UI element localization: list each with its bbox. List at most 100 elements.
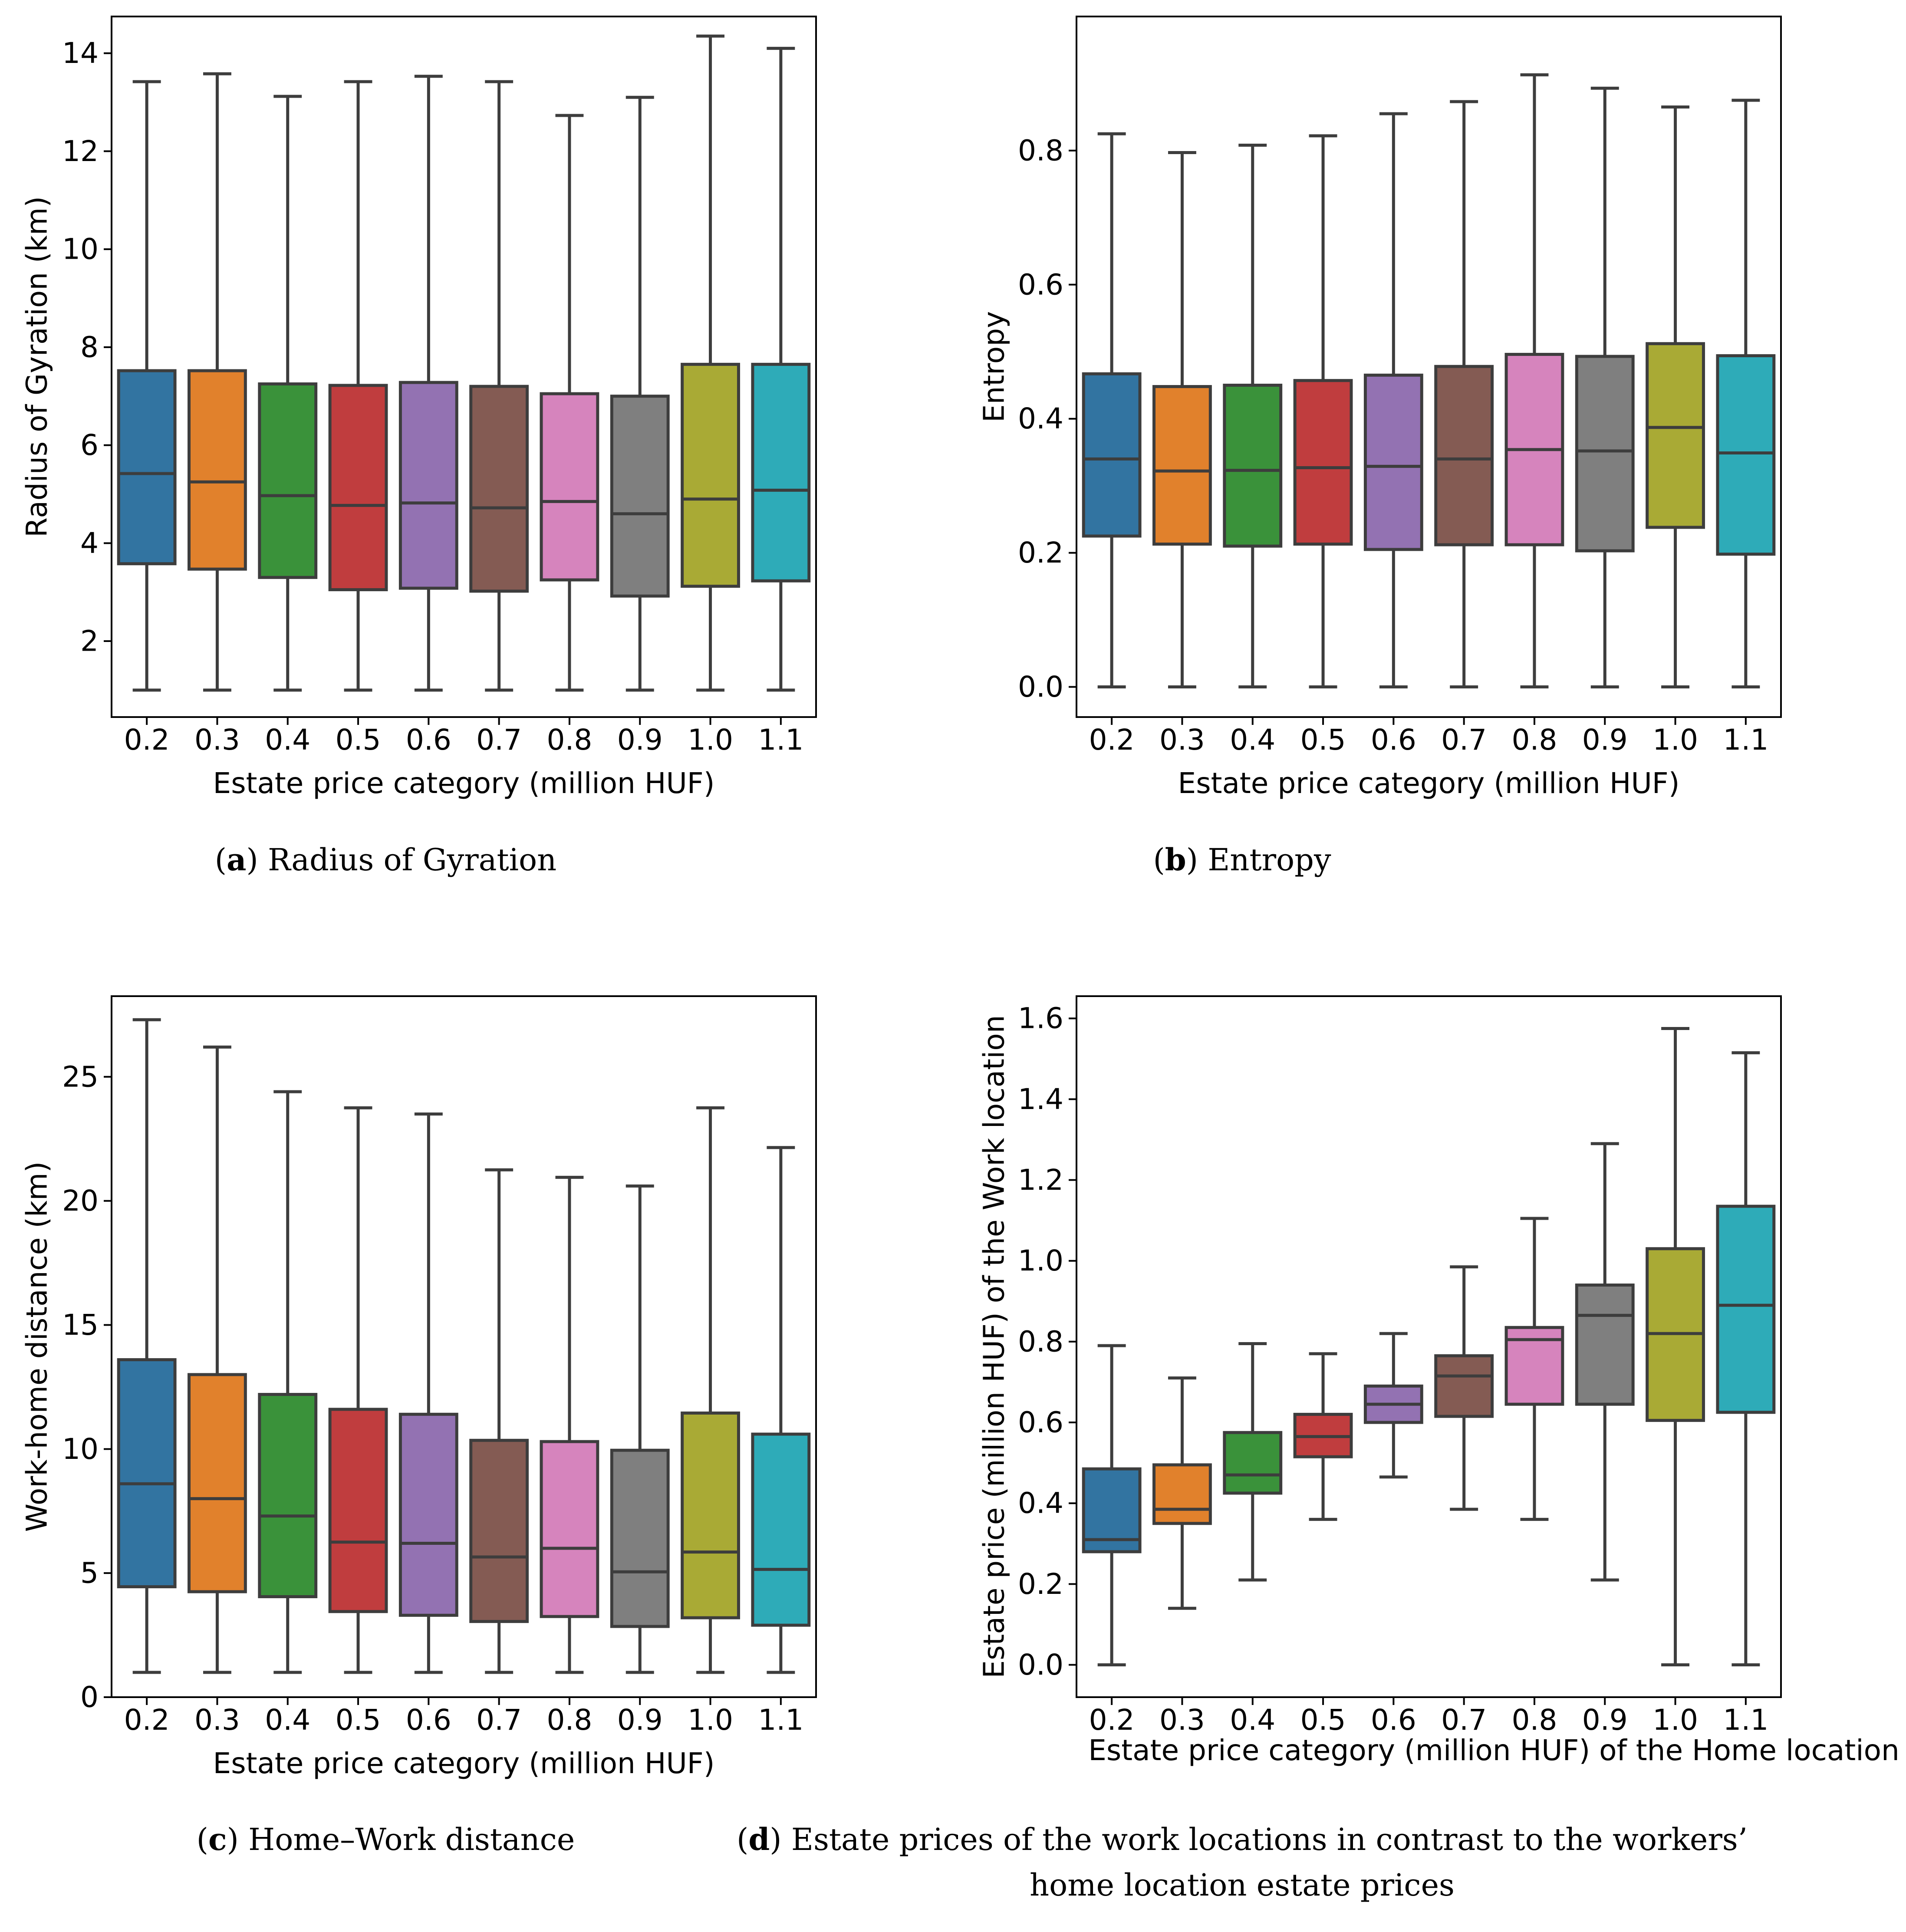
caption-text: Entropy (1208, 842, 1331, 878)
box-d-0.9 (1575, 1142, 1635, 1582)
box-c-0.7 (469, 1168, 529, 1674)
y-tick-label: 1.2 (1018, 1163, 1063, 1197)
y-tick-label: 1.0 (1018, 1244, 1063, 1277)
y-tick-label: 0.6 (1018, 1406, 1063, 1439)
caption-open-paren: ( (1153, 842, 1165, 878)
box-a-0.7 (469, 80, 529, 692)
x-tick-label: 0.7 (1441, 723, 1487, 757)
panel-c-home-work-distance: 0 5 10 15 20 25 0.2 0.3 0.4 0.5 0.6 0.7 0.8 0.9 1.0 1.1… (20, 995, 817, 1857)
box-c-0.9 (610, 1184, 670, 1674)
x-tick-label: 0.2 (124, 723, 170, 757)
box-b-0.6 (1363, 112, 1423, 688)
x-tick-label: 0.8 (546, 723, 592, 757)
box-body (469, 385, 529, 593)
box-b-0.3 (1152, 151, 1212, 688)
box-a-1.1 (751, 46, 811, 692)
box-body (540, 1440, 599, 1618)
box-body (117, 369, 177, 566)
box-body (188, 369, 247, 571)
caption-letter: d (748, 1821, 770, 1857)
box-body (1082, 372, 1142, 538)
axes-frame-b (1076, 16, 1782, 718)
box-body (610, 1448, 670, 1628)
box-b-0.8 (1504, 73, 1564, 688)
box-body (469, 1438, 529, 1623)
x-tick-label: 1.1 (1723, 1703, 1768, 1737)
y-tick-label: 0.0 (1018, 1648, 1063, 1682)
y-tick-label: 10 (62, 233, 99, 266)
box-body (751, 1432, 811, 1627)
x-tick-label: 0.7 (1441, 1703, 1487, 1737)
x-tick-label: 0.5 (1300, 723, 1346, 757)
box-b-1.0 (1646, 105, 1705, 688)
box-body (681, 362, 740, 588)
x-tick-label: 1.1 (758, 1703, 803, 1737)
x-tick-label: 1.0 (688, 1703, 733, 1737)
x-tick-label: 0.5 (336, 723, 381, 757)
panel-b-entropy: 0.0 0.2 0.4 0.6 0.8 0.2 0.3 0.4 0.5 0.6 0.7 0.8 0.9 1… (978, 16, 1782, 878)
box-b-0.2 (1082, 132, 1142, 688)
x-tick-label: 0.9 (1582, 723, 1628, 757)
x-tick-label: 0.6 (1371, 723, 1416, 757)
x-tick-label: 0.8 (546, 1703, 592, 1737)
box-c-0.5 (328, 1106, 388, 1674)
axes-frame-c (111, 995, 817, 1698)
caption-letter: b (1165, 842, 1186, 878)
box-d-0.5 (1293, 1352, 1353, 1521)
y-tick-label: 4 (80, 527, 99, 560)
caption-close-paren: ) (246, 842, 268, 878)
x-tick-label: 1.0 (1653, 723, 1698, 757)
box-c-0.2 (117, 1018, 177, 1674)
box-c-0.6 (398, 1112, 458, 1674)
x-tick-label: 0.8 (1511, 723, 1557, 757)
box-d-0.4 (1223, 1342, 1283, 1582)
caption-open-paren: ( (215, 842, 227, 878)
box-body (1575, 1284, 1635, 1406)
caption-letter: c (208, 1821, 227, 1857)
y-axis-label: Estate price (million HUF) of the Work l… (978, 1015, 1011, 1678)
caption-open-paren: ( (197, 1822, 208, 1857)
axes-frame-a (111, 16, 817, 718)
y-tick-label: 0 (80, 1681, 99, 1714)
y-tick-label: 0.8 (1018, 1325, 1063, 1358)
x-tick-label: 0.7 (476, 723, 522, 757)
y-axis-label: Work-home distance (km) (20, 1162, 54, 1532)
box-body (1082, 1467, 1142, 1553)
box-body (1223, 1431, 1283, 1495)
y-tick-label: 25 (62, 1060, 99, 1093)
x-tick-label: 0.4 (1230, 1703, 1275, 1737)
y-tick-label: 2 (80, 625, 99, 658)
y-tick-label: 12 (62, 135, 99, 168)
box-a-1.0 (681, 34, 740, 692)
y-tick-label: 6 (80, 428, 99, 462)
y-tick-label: 0.2 (1018, 536, 1063, 569)
box-body (1223, 383, 1283, 548)
x-tick-label: 0.6 (406, 723, 451, 757)
x-tick-label: 0.6 (1371, 1703, 1416, 1737)
x-tick-label: 0.7 (476, 1703, 522, 1737)
x-axis-label: Estate price category (million HUF) (213, 1747, 715, 1780)
box-a-0.8 (540, 114, 599, 692)
box-a-0.5 (328, 80, 388, 692)
x-tick-label: 1.0 (1653, 1703, 1698, 1737)
y-tick-label: 20 (62, 1184, 99, 1218)
box-a-0.4 (258, 95, 318, 692)
box-b-1.1 (1716, 99, 1776, 688)
box-d-0.3 (1152, 1376, 1212, 1610)
y-tick-label: 14 (62, 36, 99, 70)
caption-close-paren: ) (1186, 842, 1208, 878)
y-axis-label: Entropy (978, 311, 1011, 422)
x-tick-label: 0.2 (1089, 723, 1135, 757)
box-body (188, 1373, 247, 1593)
y-tick-label: 0.6 (1018, 268, 1063, 301)
box-body (1293, 379, 1353, 546)
y-tick-label: 0.4 (1018, 402, 1063, 435)
box-body (1434, 365, 1494, 546)
caption-text: home location estate prices (1030, 1867, 1455, 1903)
x-axis-label: Estate price category (million HUF) of t… (1088, 1734, 1899, 1767)
caption-line: (a) Radius of Gyration (215, 842, 556, 878)
y-tick-label: 15 (62, 1308, 99, 1342)
box-body (1716, 1205, 1776, 1414)
y-tick-label: 10 (62, 1432, 99, 1466)
